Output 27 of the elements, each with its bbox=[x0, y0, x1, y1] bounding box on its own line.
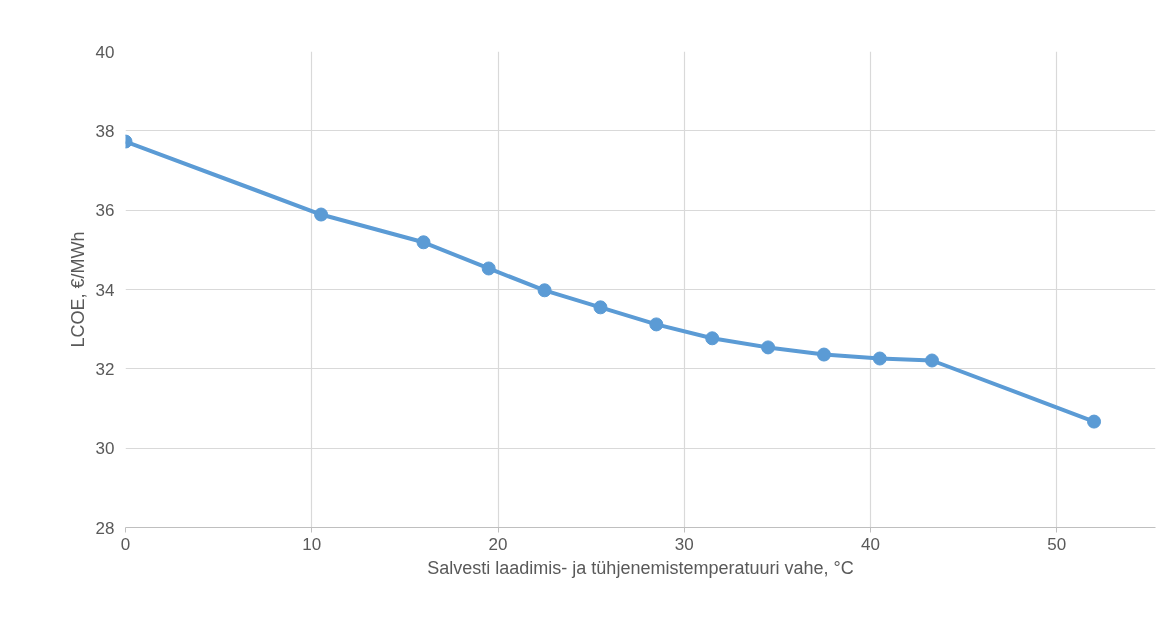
y-tick-label: 30 bbox=[95, 439, 115, 459]
x-tick-label: 20 bbox=[488, 534, 508, 554]
point bbox=[924, 353, 939, 368]
y-axis-title: LCOE, €/MWh bbox=[67, 231, 88, 348]
x-tick-label: 10 bbox=[302, 534, 322, 554]
y-tick-label: 38 bbox=[95, 121, 115, 141]
x-tick-label: 0 bbox=[120, 534, 131, 554]
y-tick-label: 40 bbox=[95, 42, 115, 62]
point bbox=[593, 300, 608, 315]
point bbox=[416, 235, 431, 250]
point bbox=[761, 340, 776, 355]
x-tick-label: 50 bbox=[1047, 534, 1067, 554]
x-axis-title: Salvesti laadimis- ja tühjenemistemperatuuri vahe, °C bbox=[427, 557, 854, 578]
x-tick-label: 40 bbox=[861, 534, 880, 554]
point bbox=[705, 331, 720, 346]
x-tick-label: 30 bbox=[674, 534, 694, 554]
point bbox=[314, 207, 329, 222]
point bbox=[481, 261, 496, 276]
y-tick-label: 34 bbox=[95, 280, 115, 300]
point bbox=[537, 283, 552, 298]
y-tick-label: 36 bbox=[95, 201, 115, 221]
y-tick-label: 32 bbox=[95, 359, 115, 379]
point bbox=[649, 317, 664, 332]
point bbox=[816, 347, 831, 362]
y-tick-label: 28 bbox=[95, 518, 115, 538]
point bbox=[872, 351, 887, 366]
point bbox=[1087, 414, 1102, 429]
